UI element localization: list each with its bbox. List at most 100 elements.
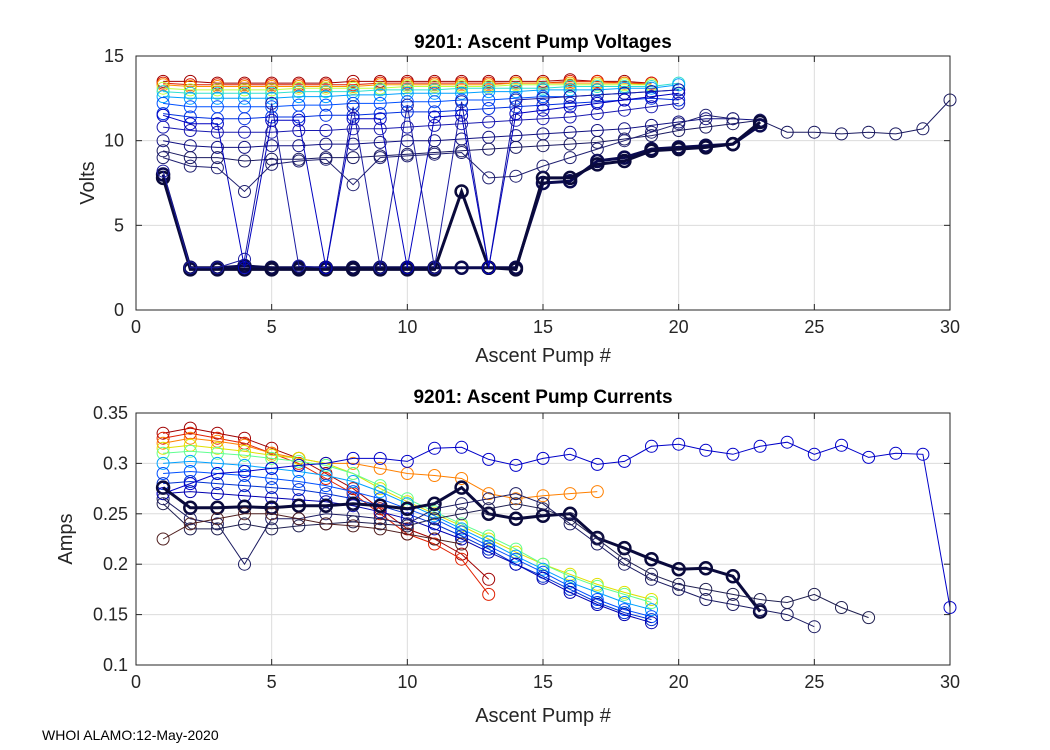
- current-data-point: [645, 603, 658, 617]
- current-series-line: [163, 491, 652, 624]
- current-data-point: [346, 456, 360, 470]
- voltage-series-dip-5: [156, 108, 740, 198]
- current-data-point: [482, 502, 496, 516]
- voltage-series-late-5: [156, 93, 957, 168]
- voltage-y-tick-label: 5: [114, 215, 124, 235]
- current-x-axis-label: Ascent Pump #: [475, 705, 612, 727]
- current-data-point: [617, 540, 632, 556]
- voltage-data-point: [509, 107, 523, 121]
- voltage-data-point: [292, 81, 306, 95]
- voltage-data-point: [672, 124, 686, 137]
- current-data-point: [482, 545, 496, 559]
- current-data-point: [726, 598, 740, 611]
- current-data-point: [889, 446, 903, 460]
- current-data-point: [292, 475, 306, 488]
- voltage-data-point: [346, 151, 360, 165]
- voltage-data-point: [210, 83, 224, 97]
- voltage-data-point: [563, 137, 577, 151]
- current-data-point: [428, 532, 441, 546]
- current-data-point: [617, 608, 631, 622]
- current-data-point: [373, 461, 387, 475]
- voltage-data-point: [672, 93, 686, 107]
- voltage-data-point: [482, 102, 496, 115]
- voltage-data-point: [672, 86, 686, 100]
- voltage-data-point: [509, 85, 523, 99]
- voltage-data-point: [672, 83, 686, 97]
- current-data-point: [645, 613, 658, 627]
- current-y-tick-label: 0.1: [103, 655, 128, 675]
- current-data-point: [753, 439, 767, 453]
- current-data-point: [265, 491, 279, 505]
- current-data-point: [590, 532, 604, 546]
- voltage-data-point: [698, 140, 714, 155]
- current-data-point: [183, 444, 197, 458]
- current-data-point: [645, 596, 658, 609]
- voltage-data-point: [454, 184, 469, 199]
- current-chart-title: 9201: Ascent Pump Currents: [413, 387, 672, 408]
- current-data-point: [291, 498, 307, 513]
- current-data-point: [509, 542, 523, 556]
- voltage-data-point: [645, 81, 658, 95]
- voltage-data-point: [183, 83, 197, 97]
- current-series-line: [162, 513, 462, 545]
- current-data-point: [428, 441, 441, 455]
- voltage-data-point: [428, 147, 441, 161]
- voltage-data-point: [455, 146, 469, 159]
- current-data-point: [373, 485, 387, 499]
- current-data-point: [292, 458, 306, 472]
- voltage-data-point: [156, 164, 170, 178]
- voltage-data-point: [563, 90, 577, 104]
- current-series-line: [163, 432, 490, 595]
- current-data-point: [156, 467, 170, 480]
- current-data-point: [183, 431, 197, 445]
- current-data-point: [428, 537, 441, 551]
- voltage-series-line: [162, 89, 679, 269]
- current-data-point: [698, 560, 714, 576]
- voltage-data-point: [238, 185, 251, 198]
- current-data-point: [156, 492, 170, 506]
- current-data-point: [265, 512, 279, 526]
- current-data-point: [726, 447, 740, 461]
- voltage-data-point: [373, 83, 387, 97]
- voltage-data-point: [536, 112, 550, 126]
- current-data-point: [482, 452, 496, 466]
- current-data-point: [346, 475, 360, 488]
- current-data-point: [455, 472, 469, 485]
- current-data-point: [726, 587, 740, 601]
- current-data-point: [563, 575, 577, 589]
- current-data-point: [590, 598, 604, 611]
- current-data-point: [482, 535, 496, 549]
- voltage-data-point: [183, 117, 197, 131]
- current-data-point: [509, 552, 523, 566]
- voltage-data-point: [862, 125, 876, 139]
- current-data-point: [455, 507, 469, 521]
- current-data-point: [156, 497, 170, 511]
- current-data-point: [699, 443, 713, 457]
- voltage-data-point: [509, 93, 523, 107]
- voltage-data-point: [319, 137, 333, 151]
- voltage-data-point: [645, 100, 658, 114]
- current-data-point: [292, 483, 306, 497]
- voltage-series-line: [161, 120, 762, 271]
- current-data-point: [238, 431, 251, 445]
- voltage-data-point: [725, 136, 741, 152]
- voltage-series-line: [163, 79, 652, 84]
- voltage-data-point: [238, 91, 251, 105]
- current-data-point: [346, 451, 360, 465]
- voltage-data-point: [346, 122, 360, 136]
- current-data-point: [265, 451, 279, 465]
- current-data-point: [156, 446, 170, 460]
- voltage-data-point: [319, 85, 333, 99]
- voltage-data-point: [183, 110, 197, 124]
- voltage-data-point: [265, 100, 279, 114]
- voltage-data-point: [617, 153, 632, 169]
- current-data-point: [590, 485, 604, 499]
- voltage-data-point: [590, 157, 605, 172]
- voltage-series-line: [163, 84, 652, 91]
- current-data-point: [400, 519, 414, 533]
- voltage-series-dip-4: [156, 86, 686, 275]
- voltage-data-point: [373, 261, 387, 275]
- voltage-y-tick-label: 15: [104, 46, 124, 66]
- voltage-x-tick-label: 15: [533, 317, 553, 337]
